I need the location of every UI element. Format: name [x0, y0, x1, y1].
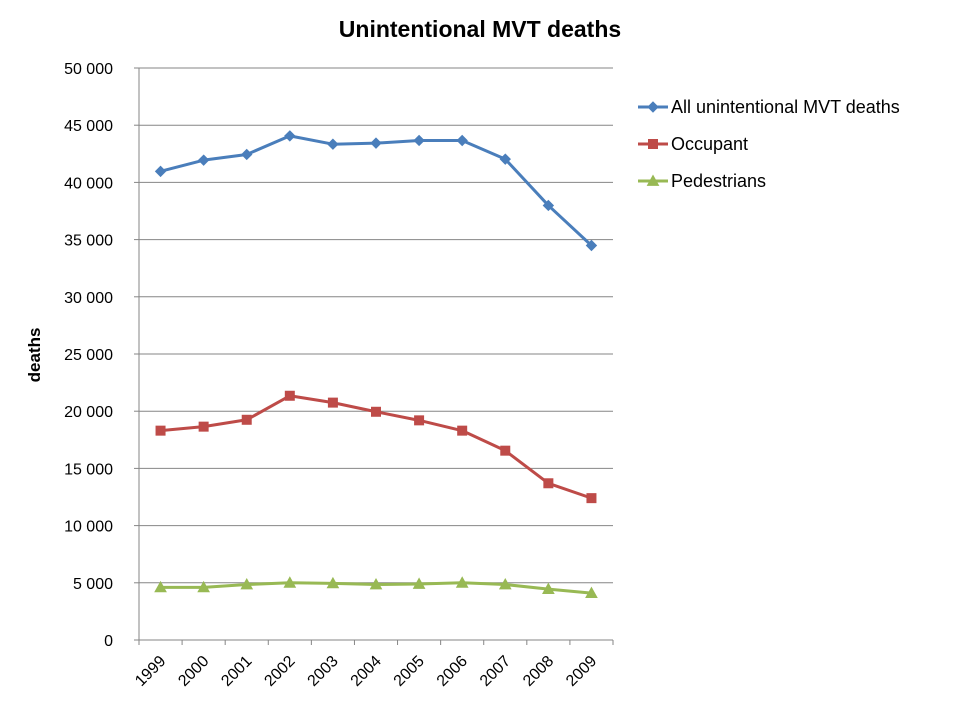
data-point [414, 415, 425, 426]
data-point [198, 421, 209, 432]
y-axis-ticks: 0 5 000 10 000 15 000 20 000 25 000 30 000 35 0… [64, 61, 139, 650]
data-point [499, 153, 511, 165]
y-tick-label: 15 000 [64, 461, 113, 478]
x-tick-label: 2007 [477, 653, 514, 690]
data-point [543, 478, 554, 489]
series-lines [154, 130, 598, 598]
data-point [154, 580, 167, 593]
data-point [155, 425, 166, 436]
x-tick-label: 2005 [391, 653, 428, 690]
data-point [326, 576, 340, 589]
y-tick-label: 50 000 [64, 61, 113, 78]
x-tick-label: 2004 [348, 653, 385, 690]
data-point [327, 397, 338, 408]
data-point [240, 577, 254, 590]
y-tick-label: 40 000 [64, 175, 113, 192]
legend-item: Pedestrians [638, 171, 766, 191]
gridlines [139, 67, 613, 584]
x-tick-label: 2006 [434, 653, 471, 690]
x-tick-label: 1999 [132, 653, 169, 690]
data-point [197, 154, 210, 166]
data-point [197, 580, 210, 593]
legend-item: Occupant [638, 134, 748, 154]
data-point [412, 577, 426, 589]
data-point [456, 134, 468, 147]
data-point [585, 239, 598, 252]
legend-marker [648, 139, 658, 149]
data-point [154, 165, 167, 178]
legend-label: All unintentional MVT deaths [671, 97, 900, 117]
data-point [585, 586, 598, 598]
x-tick-label: 2001 [218, 653, 255, 690]
series-3 [154, 576, 598, 598]
data-point [370, 137, 382, 149]
y-tick-label: 30 000 [64, 290, 113, 307]
data-point [586, 493, 597, 504]
series-2 [155, 390, 597, 504]
legend: All unintentional MVT deaths Occupant Pede… [638, 97, 900, 191]
data-point [413, 134, 425, 147]
legend-label: Occupant [671, 134, 748, 154]
x-tick-label: 2003 [305, 653, 342, 690]
x-axis-ticks: 1999 2000 2001 2002 2003 2004 2005 2006 2007 2008… [132, 640, 614, 690]
y-tick-label: 45 000 [64, 118, 113, 135]
series-line [159, 134, 593, 247]
data-point [542, 199, 555, 212]
y-tick-label: 25 000 [64, 347, 113, 364]
chart-title: Unintentional MVT deaths [339, 16, 621, 42]
data-point [241, 414, 252, 425]
data-point [284, 390, 295, 401]
y-tick-label: 20 000 [64, 404, 113, 421]
data-point [369, 577, 383, 590]
data-point [327, 138, 339, 150]
data-point [455, 576, 469, 588]
legend-marker [647, 101, 659, 113]
x-tick-label: 2009 [563, 653, 600, 690]
y-tick-label: 5 000 [73, 576, 113, 593]
legend-item: All unintentional MVT deaths [638, 97, 900, 117]
y-axis-label: deaths [25, 328, 44, 383]
data-point [284, 130, 296, 142]
series-1 [154, 130, 598, 252]
data-point [371, 406, 381, 417]
data-point [283, 576, 297, 588]
data-point [542, 582, 555, 594]
data-point [457, 425, 468, 436]
data-point [241, 148, 253, 161]
x-tick-label: 2008 [520, 653, 557, 690]
data-point [498, 577, 512, 590]
x-tick-label: 2000 [175, 653, 212, 690]
y-tick-label: 0 [104, 633, 113, 650]
y-tick-label: 35 000 [64, 233, 113, 250]
y-tick-label: 10 000 [64, 519, 113, 536]
legend-marker [646, 174, 660, 186]
x-tick-label: 2002 [261, 653, 298, 690]
legend-label: Pedestrians [671, 171, 766, 191]
data-point [500, 445, 511, 456]
